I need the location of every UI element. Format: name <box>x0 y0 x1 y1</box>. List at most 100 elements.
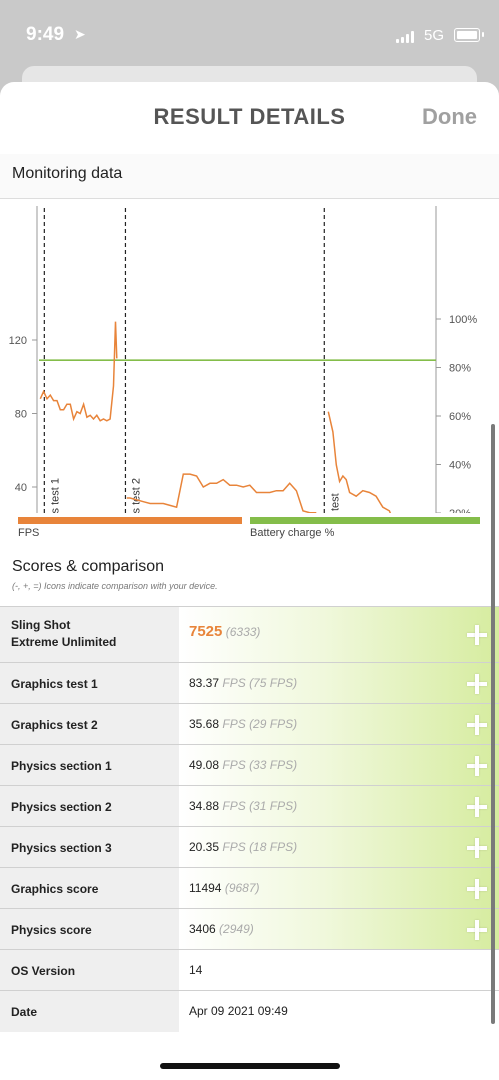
score-row-label-cell: Physics section 1 <box>0 745 179 786</box>
score-row-value-cell: 3406 (2949) <box>179 909 499 950</box>
score-row-label-cell: Graphics test 2 <box>0 704 179 745</box>
score-row[interactable]: Physics section 3 20.35 FPS (18 FPS) <box>0 826 499 868</box>
score-row-value-group: Apr 09 2021 09:49 <box>189 1004 288 1018</box>
score-value: 83.37 <box>189 676 220 690</box>
fps-series-line <box>327 411 392 513</box>
score-value: 7525 <box>189 623 223 640</box>
scores-subtitle: (-, +, =) Icons indicate comparison with… <box>12 581 218 591</box>
score-row-value-group: 11494 (9687) <box>189 881 260 895</box>
score-comparison: (2949) <box>219 922 254 936</box>
score-comparison: (18 FPS) <box>249 840 298 854</box>
monitoring-chart: 408012020%40%60%80%100%00:0000:1000:2000… <box>9 206 477 513</box>
score-row-label-cell: Physics section 2 <box>0 786 179 827</box>
score-value: 11494 <box>189 881 222 895</box>
score-row-label: Physics section 2 <box>11 800 112 814</box>
score-row[interactable]: Physics section 2 34.88 FPS (31 FPS) <box>0 785 499 827</box>
score-row-label-cell: OS Version <box>0 950 179 991</box>
score-unit: FPS <box>222 676 246 690</box>
result-details-sheet: RESULT DETAILS Done Monitoring data 40 80… <box>0 82 499 1080</box>
score-value: 49.08 <box>189 758 220 772</box>
home-indicator[interactable] <box>160 1063 340 1069</box>
y-left-tick-label: 80 <box>15 409 27 421</box>
score-row-value-group: 35.68 FPS (29 FPS) <box>189 717 297 731</box>
score-row[interactable]: Sling Shot Extreme Unlimited 7525 (6333) <box>0 606 499 663</box>
monitoring-title: Monitoring data <box>12 165 123 182</box>
score-value: 3406 <box>189 922 216 936</box>
score-unit: FPS <box>222 758 246 772</box>
sheet-header: RESULT DETAILS Done <box>0 82 499 155</box>
score-unit: FPS <box>222 717 246 731</box>
score-row[interactable]: Physics section 1 49.08 FPS (33 FPS) <box>0 744 499 786</box>
score-row-value-cell: 7525 (6333) <box>179 607 499 663</box>
page-title: RESULT DETAILS <box>153 104 346 129</box>
monitoring-section-header: Monitoring data <box>0 154 499 199</box>
expand-plus-icon[interactable] <box>467 673 487 694</box>
score-row[interactable]: Physics score 3406 (2949) <box>0 908 499 950</box>
score-row[interactable]: Graphics test 1 83.37 FPS (75 FPS) <box>0 662 499 704</box>
legend-battery-label: Battery charge % <box>250 527 335 539</box>
score-row-label: Date <box>11 1005 38 1019</box>
score-comparison: (31 FPS) <box>249 799 298 813</box>
network-type: 5G <box>424 27 445 44</box>
status-time: 9:49 <box>26 24 65 45</box>
fps-series-line <box>126 473 317 513</box>
fps-series-line <box>39 321 118 422</box>
battery-icon <box>454 28 480 42</box>
expand-plus-icon[interactable] <box>467 755 487 776</box>
score-row-label: Graphics test 2 <box>11 718 98 732</box>
score-row-label: OS Version <box>11 964 76 978</box>
score-comparison: (29 FPS) <box>249 717 298 731</box>
score-row-label: Physics score <box>11 923 92 937</box>
score-row-value-cell: 34.88 FPS (31 FPS) <box>179 786 499 827</box>
location-arrow-icon: ➤ <box>74 26 86 42</box>
score-row-label-cell: Graphics test 1 <box>0 663 179 704</box>
scores-title: Scores & comparison <box>12 558 165 575</box>
score-row-value-cell: 49.08 FPS (33 FPS) <box>179 745 499 786</box>
expand-plus-icon[interactable] <box>467 714 487 735</box>
score-row-value-group: 14 <box>189 963 202 977</box>
score-row-label-cell: Graphics score <box>0 868 179 909</box>
score-row[interactable]: Graphics test 2 35.68 FPS (29 FPS) <box>0 703 499 745</box>
score-row-label: Graphics score <box>11 882 99 896</box>
score-row-label-cell: Physics section 3 <box>0 827 179 868</box>
y-right-tick-label: 20% <box>449 508 471 513</box>
y-right-tick-label: 100% <box>449 314 477 326</box>
score-row-value-group: 20.35 FPS (18 FPS) <box>189 840 297 854</box>
test-marker-label: Graphics test 2 <box>130 478 142 513</box>
test-marker-label: Graphics test 1 <box>49 478 61 513</box>
test-marker-label: Physics test <box>329 493 341 513</box>
score-value: 20.35 <box>189 840 220 854</box>
legend-fps-label: FPS <box>18 527 40 539</box>
score-row: OS Version 14 <box>0 949 499 991</box>
expand-plus-icon[interactable] <box>467 878 487 899</box>
score-row-value-cell: 35.68 FPS (29 FPS) <box>179 704 499 745</box>
score-value: Apr 09 2021 09:49 <box>189 1004 288 1018</box>
score-row-label: Graphics test 1 <box>11 677 98 691</box>
scrollbar[interactable] <box>491 424 495 1024</box>
score-row-label: Physics section 3 <box>11 841 112 855</box>
score-row-label-cell: Physics score <box>0 909 179 950</box>
score-value: 35.68 <box>189 717 220 731</box>
expand-plus-icon[interactable] <box>467 837 487 858</box>
score-row-label: Physics section 1 <box>11 759 112 773</box>
done-button[interactable]: Done <box>422 104 477 129</box>
score-comparison: (33 FPS) <box>249 758 298 772</box>
y-right-tick-label: 40% <box>449 460 471 472</box>
score-row-label-cell: Date <box>0 991 179 1032</box>
expand-plus-icon[interactable] <box>467 796 487 817</box>
expand-plus-icon[interactable] <box>467 625 487 645</box>
score-row-value-cell: 14 <box>179 950 499 991</box>
score-row-label: Sling Shot Extreme Unlimited <box>11 618 117 649</box>
y-right-tick-label: 80% <box>449 363 471 375</box>
score-row[interactable]: Graphics score 11494 (9687) <box>0 867 499 909</box>
y-right-tick-label: 60% <box>449 411 471 423</box>
score-row: Date Apr 09 2021 09:49 <box>0 990 499 1032</box>
score-comparison: (75 FPS) <box>249 676 298 690</box>
expand-plus-icon[interactable] <box>467 919 487 940</box>
score-row-label-cell: Sling Shot Extreme Unlimited <box>0 607 179 663</box>
score-unit: FPS <box>222 840 246 854</box>
score-row-value-cell: 20.35 FPS (18 FPS) <box>179 827 499 868</box>
score-row-value-cell: Apr 09 2021 09:49 <box>179 991 499 1032</box>
score-row-value-cell: 11494 (9687) <box>179 868 499 909</box>
y-left-tick-label: 120 <box>9 335 27 347</box>
